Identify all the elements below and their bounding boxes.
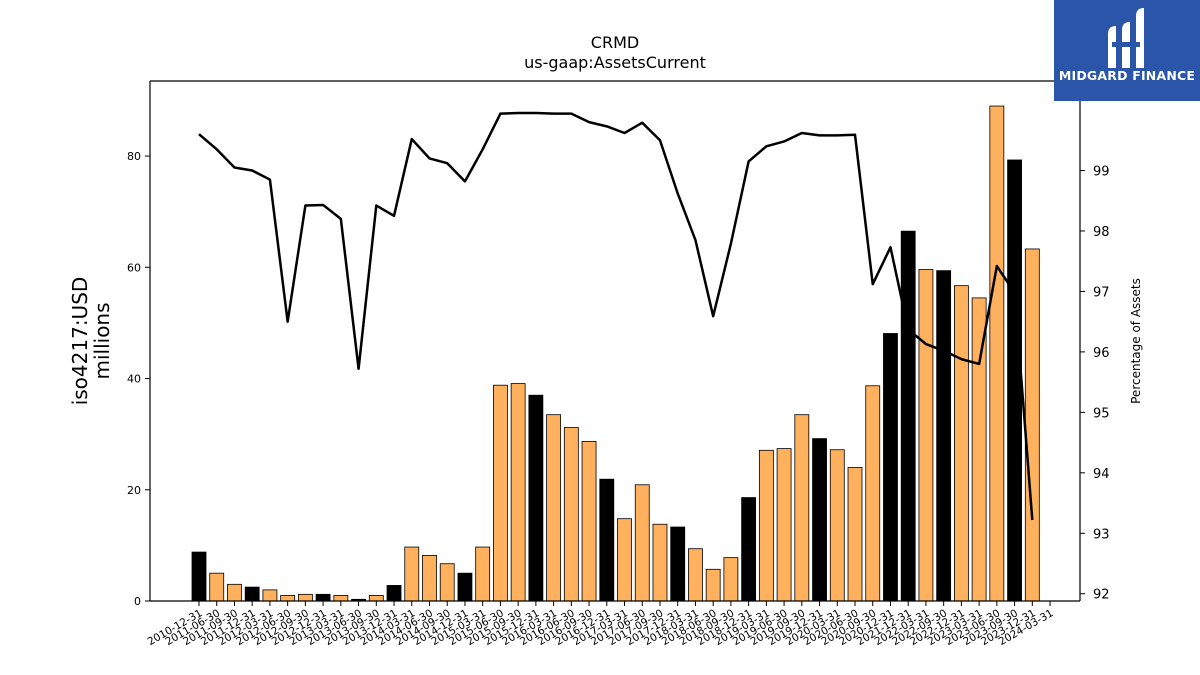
bar: [688, 548, 703, 602]
bar: [315, 593, 331, 602]
brand-logo-text: MIDGARD FINANCE: [1058, 68, 1196, 83]
bar: [758, 449, 774, 602]
bar: [528, 394, 544, 602]
bar: [812, 438, 827, 602]
y2-tick-label: 93: [1093, 527, 1110, 542]
y-tick-label: 60: [127, 261, 141, 274]
y-tick-label: 80: [127, 150, 141, 163]
bar: [227, 583, 242, 602]
bar: [741, 497, 757, 602]
bar: [386, 585, 402, 602]
bar: [794, 414, 810, 602]
y-tick-label: 20: [127, 484, 141, 497]
bar: [670, 526, 686, 602]
y2-tick-label: 92: [1093, 588, 1110, 603]
bar: [262, 589, 278, 602]
bar: [244, 586, 260, 602]
bar: [634, 484, 650, 602]
bar: [546, 414, 561, 602]
bar: [209, 572, 225, 602]
bar: [865, 385, 881, 602]
bar: [617, 518, 632, 602]
bar: [776, 448, 792, 602]
bar: [510, 383, 526, 602]
y-tick-label: 40: [127, 373, 141, 386]
bar: [297, 593, 313, 602]
percentage-line: [198, 111, 1034, 521]
bar: [581, 440, 597, 602]
chart-subtitle: us-gaap:AssetsCurrent: [524, 53, 706, 72]
y2-tick-label: 97: [1093, 285, 1110, 300]
bar: [475, 546, 491, 602]
bar: [936, 270, 952, 602]
midgard-logo-icon: [1108, 8, 1144, 68]
bar: [333, 595, 349, 602]
y2-axis-label: Percentage of Assets: [1129, 278, 1143, 404]
bar: [723, 557, 739, 602]
brand-logo: MIDGARD FINANCE: [1054, 0, 1200, 101]
bar: [368, 595, 384, 602]
bar: [847, 467, 863, 602]
bar: [439, 563, 455, 602]
bar: [705, 568, 721, 602]
y-axis-label-line2: millions: [90, 302, 114, 379]
bar: [404, 546, 420, 602]
bar: [900, 230, 916, 602]
y2-tick-label: 94: [1093, 467, 1110, 482]
y2-tick-label: 98: [1093, 225, 1110, 240]
bar: [953, 285, 969, 602]
bar: [599, 478, 615, 602]
y2-tick-label: 96: [1093, 346, 1110, 361]
y2-tick-label: 95: [1093, 406, 1110, 421]
chart-title: CRMD: [591, 33, 639, 52]
bar: [457, 572, 473, 602]
y2-tick-label: 99: [1093, 164, 1110, 179]
bar: [652, 523, 668, 602]
bar: [1007, 159, 1022, 602]
y-axis-label-line1: iso4217:USD: [68, 277, 92, 406]
bar: [191, 551, 207, 602]
y-tick-label: 0: [134, 595, 141, 608]
bar: [1024, 248, 1040, 602]
bars-layer: [191, 105, 1040, 602]
line-layer: [198, 111, 1034, 521]
bar: [918, 269, 934, 602]
bar: [563, 427, 579, 602]
bar: [493, 384, 508, 602]
bar: [989, 105, 1005, 602]
axes-layer: 02040608092939495969798992010-12-312011-…: [127, 80, 1110, 648]
bar: [829, 449, 845, 602]
bar: [422, 555, 437, 602]
bar: [280, 595, 296, 602]
bar: [883, 333, 898, 602]
